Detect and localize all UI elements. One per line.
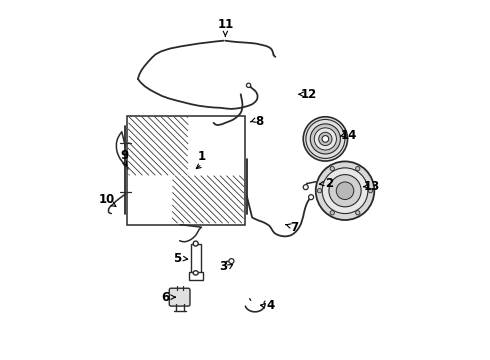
Ellipse shape	[193, 271, 198, 275]
Circle shape	[316, 161, 374, 220]
Circle shape	[309, 195, 314, 200]
Text: 8: 8	[255, 114, 264, 127]
Circle shape	[318, 132, 332, 145]
Ellipse shape	[193, 241, 198, 246]
Circle shape	[318, 189, 321, 193]
Circle shape	[314, 128, 337, 150]
Text: 13: 13	[364, 180, 380, 193]
Text: 7: 7	[290, 221, 298, 234]
Circle shape	[229, 258, 234, 264]
Circle shape	[356, 167, 360, 171]
Text: 11: 11	[217, 18, 233, 31]
Text: 12: 12	[301, 88, 318, 101]
Text: 14: 14	[341, 129, 357, 142]
Text: 6: 6	[162, 291, 170, 304]
Circle shape	[322, 168, 368, 213]
Circle shape	[303, 117, 347, 161]
Circle shape	[310, 124, 341, 154]
Bar	[189, 272, 203, 280]
Circle shape	[330, 211, 334, 215]
Bar	[127, 116, 245, 225]
Text: 10: 10	[98, 193, 115, 206]
Text: 4: 4	[267, 299, 275, 312]
Text: 1: 1	[198, 150, 206, 163]
Bar	[191, 244, 201, 273]
Circle shape	[329, 175, 361, 207]
Circle shape	[336, 182, 354, 199]
Text: 5: 5	[173, 252, 181, 265]
Circle shape	[356, 211, 360, 215]
FancyBboxPatch shape	[169, 288, 190, 306]
Bar	[127, 116, 186, 176]
Circle shape	[322, 136, 329, 142]
Text: 3: 3	[220, 260, 228, 273]
Circle shape	[368, 189, 373, 193]
Text: 9: 9	[121, 149, 129, 162]
Circle shape	[246, 83, 251, 87]
Circle shape	[330, 167, 334, 171]
Circle shape	[303, 185, 308, 190]
Text: 2: 2	[325, 177, 333, 190]
